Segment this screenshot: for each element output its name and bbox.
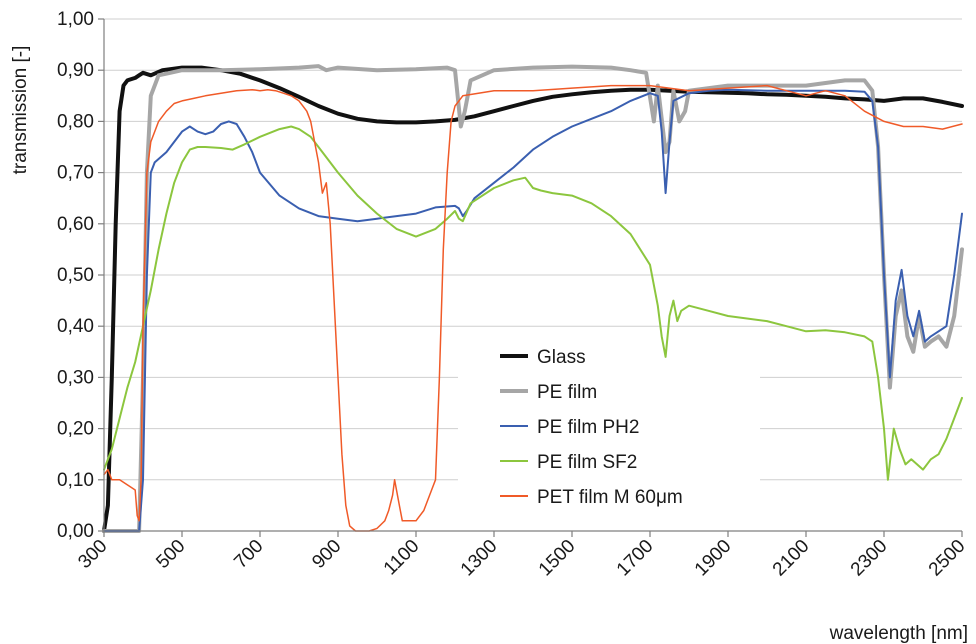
series-line-0 <box>102 65 964 533</box>
legend-label-4: PET film M 60μm <box>537 487 683 508</box>
y-tick-label: 0,50 <box>57 265 94 286</box>
series-line-4 <box>103 84 963 532</box>
y-tick-label: 1,00 <box>57 9 94 30</box>
legend-label-0: Glass <box>537 347 586 368</box>
x-tick-label: 1100 <box>380 536 424 580</box>
y-tick-label: 0,20 <box>57 419 94 440</box>
legend-label-2: PE film PH2 <box>537 417 639 438</box>
y-tick-labels: 0,00 0,10 0,20 0,30 0,40 0,50 0,60 0,70 0,80 0,90… <box>57 9 94 542</box>
axes <box>98 18 963 537</box>
x-tick-label: 1500 <box>535 536 580 581</box>
x-tick-label: 1900 <box>691 536 736 581</box>
x-tick-label: 2500 <box>925 536 970 581</box>
x-tick-label: 1700 <box>613 536 658 581</box>
x-tick-label: 500 <box>152 536 189 573</box>
grid <box>104 18 962 481</box>
x-tick-label: 900 <box>308 536 345 573</box>
y-tick-label: 0,70 <box>57 163 94 184</box>
series-line-3 <box>103 125 963 481</box>
x-tick-label: 1300 <box>457 536 502 581</box>
x-tick-label: 2100 <box>769 536 814 581</box>
legend: Glass PE film PE film PH2 PE film SF2 PET fi… <box>500 347 683 508</box>
x-tick-label: 2300 <box>847 536 892 581</box>
y-axis-title: transmission [-] <box>10 46 31 175</box>
legend-label-1: PE film <box>537 382 597 403</box>
series-line-1 <box>102 64 964 533</box>
y-tick-label: 0,80 <box>57 111 94 132</box>
x-tick-labels: 300 500 700 900 1100 1300 1500 1700 1900 2100 2300… <box>74 536 969 581</box>
y-tick-label: 0,40 <box>57 316 94 337</box>
y-tick-label: 0,10 <box>57 470 94 491</box>
y-tick-label: 0,30 <box>57 367 94 388</box>
y-tick-label: 0,00 <box>57 521 94 542</box>
y-tick-label: 0,90 <box>57 60 94 81</box>
legend-label-3: PE film SF2 <box>537 452 637 473</box>
series-line-2 <box>103 88 963 532</box>
y-tick-label: 0,60 <box>57 214 94 235</box>
series-group <box>102 64 964 533</box>
x-axis-title: wavelength [nm] <box>829 623 968 644</box>
x-tick-label: 700 <box>230 536 267 573</box>
